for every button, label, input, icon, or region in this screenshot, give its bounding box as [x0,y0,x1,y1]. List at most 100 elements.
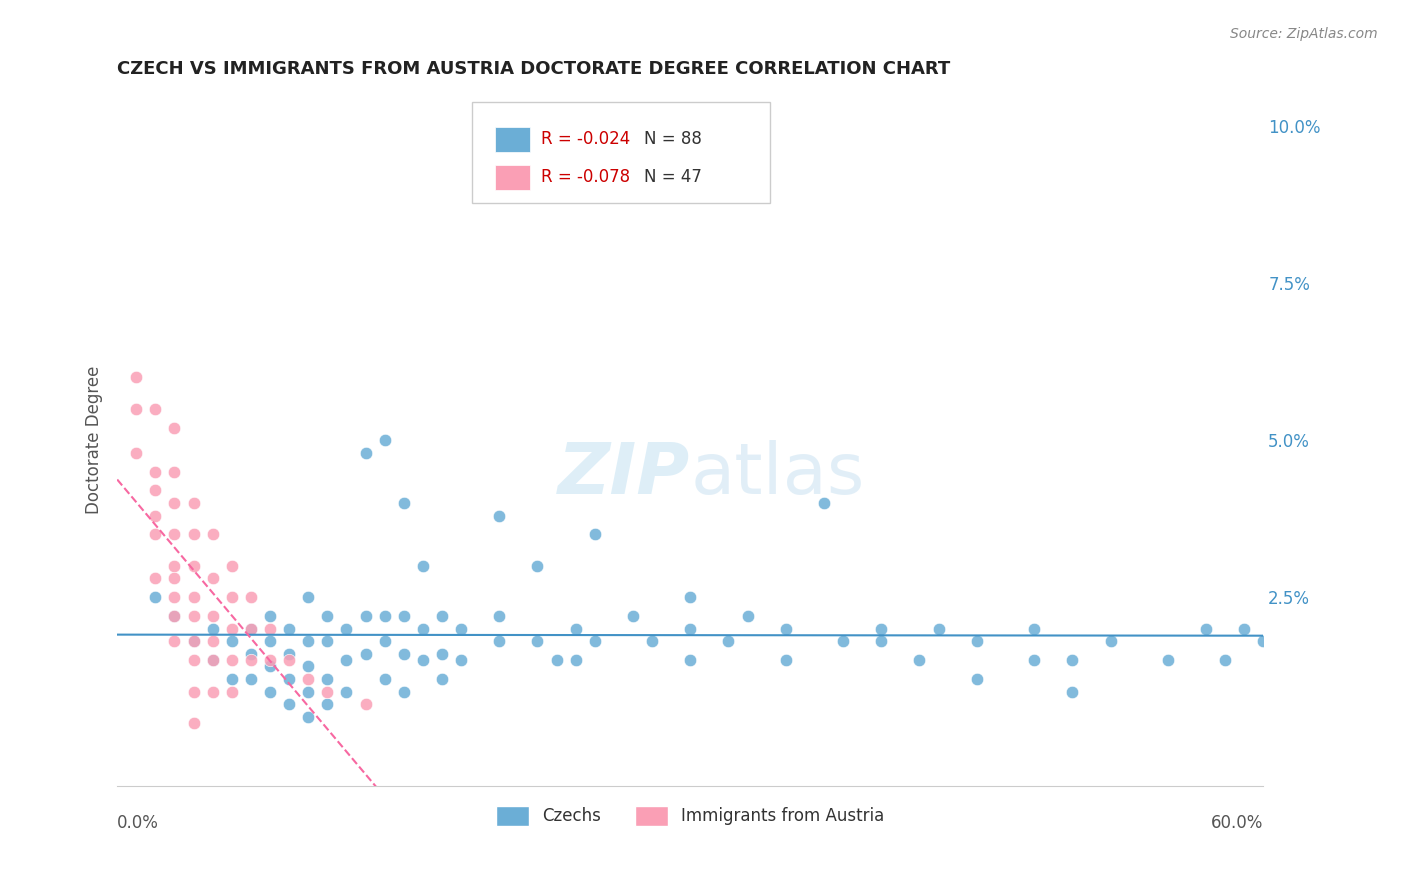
Point [966,634,988,648]
Point [928,622,950,636]
Point [201,634,224,648]
Point [679,591,702,605]
Point [297,659,319,673]
Point [354,609,377,624]
Point [412,653,434,667]
Point [316,684,339,698]
Point [163,609,186,624]
Point [335,653,357,667]
Point [488,609,510,624]
Point [1022,622,1045,636]
Point [621,609,644,624]
Point [908,653,931,667]
Point [125,370,148,384]
Point [145,527,167,541]
Text: CZECH VS IMMIGRANTS FROM AUSTRIA DOCTORATE DEGREE CORRELATION CHART: CZECH VS IMMIGRANTS FROM AUSTRIA DOCTORA… [117,60,950,78]
Point [1062,684,1084,698]
Point [297,634,319,648]
Point [145,591,167,605]
Point [1195,622,1218,636]
Point [278,697,301,711]
Point [1062,653,1084,667]
Point [183,684,205,698]
Point [316,672,339,686]
Point [374,609,396,624]
Point [259,622,281,636]
Point [392,496,415,510]
Point [239,591,262,605]
Point [201,653,224,667]
Point [163,634,186,648]
Point [412,622,434,636]
Point [239,647,262,661]
Point [201,622,224,636]
Point [450,622,472,636]
Point [526,634,548,648]
Point [717,634,740,648]
Point [221,622,243,636]
Point [297,684,319,698]
Point [374,672,396,686]
Text: R = -0.024: R = -0.024 [541,130,630,148]
Point [259,684,281,698]
Point [354,697,377,711]
Text: N = 47: N = 47 [644,169,702,186]
Point [183,527,205,541]
Y-axis label: Doctorate Degree: Doctorate Degree [86,366,103,515]
Point [239,653,262,667]
Point [679,622,702,636]
Point [145,465,167,479]
Text: atlas: atlas [690,440,865,509]
FancyBboxPatch shape [495,165,530,190]
Text: Source: ZipAtlas.com: Source: ZipAtlas.com [1230,27,1378,41]
Point [183,634,205,648]
Point [335,622,357,636]
Point [737,609,759,624]
Point [546,653,568,667]
Point [488,508,510,523]
Point [374,634,396,648]
Point [775,622,797,636]
Point [201,609,224,624]
Point [221,672,243,686]
Point [335,684,357,698]
Point [145,401,167,416]
Point [392,684,415,698]
Point [297,591,319,605]
Point [259,609,281,624]
Text: R = -0.078: R = -0.078 [541,169,630,186]
Point [430,609,453,624]
Point [163,496,186,510]
Point [1157,653,1180,667]
Point [354,445,377,459]
Point [145,571,167,585]
Point [163,609,186,624]
Point [488,634,510,648]
Point [966,672,988,686]
Point [239,622,262,636]
Point [259,653,281,667]
Point [316,609,339,624]
Point [183,609,205,624]
Point [775,653,797,667]
Point [163,591,186,605]
Point [278,672,301,686]
Point [430,672,453,686]
Point [583,634,606,648]
Point [145,508,167,523]
Point [316,634,339,648]
Point [1213,653,1236,667]
Point [183,558,205,573]
Point [1022,653,1045,667]
Point [125,445,148,459]
Point [392,609,415,624]
Point [201,653,224,667]
Point [125,401,148,416]
Point [163,527,186,541]
Legend: Czechs, Immigrants from Austria: Czechs, Immigrants from Austria [489,799,891,833]
Point [221,684,243,698]
Point [583,527,606,541]
Point [201,527,224,541]
Point [679,653,702,667]
Point [412,558,434,573]
